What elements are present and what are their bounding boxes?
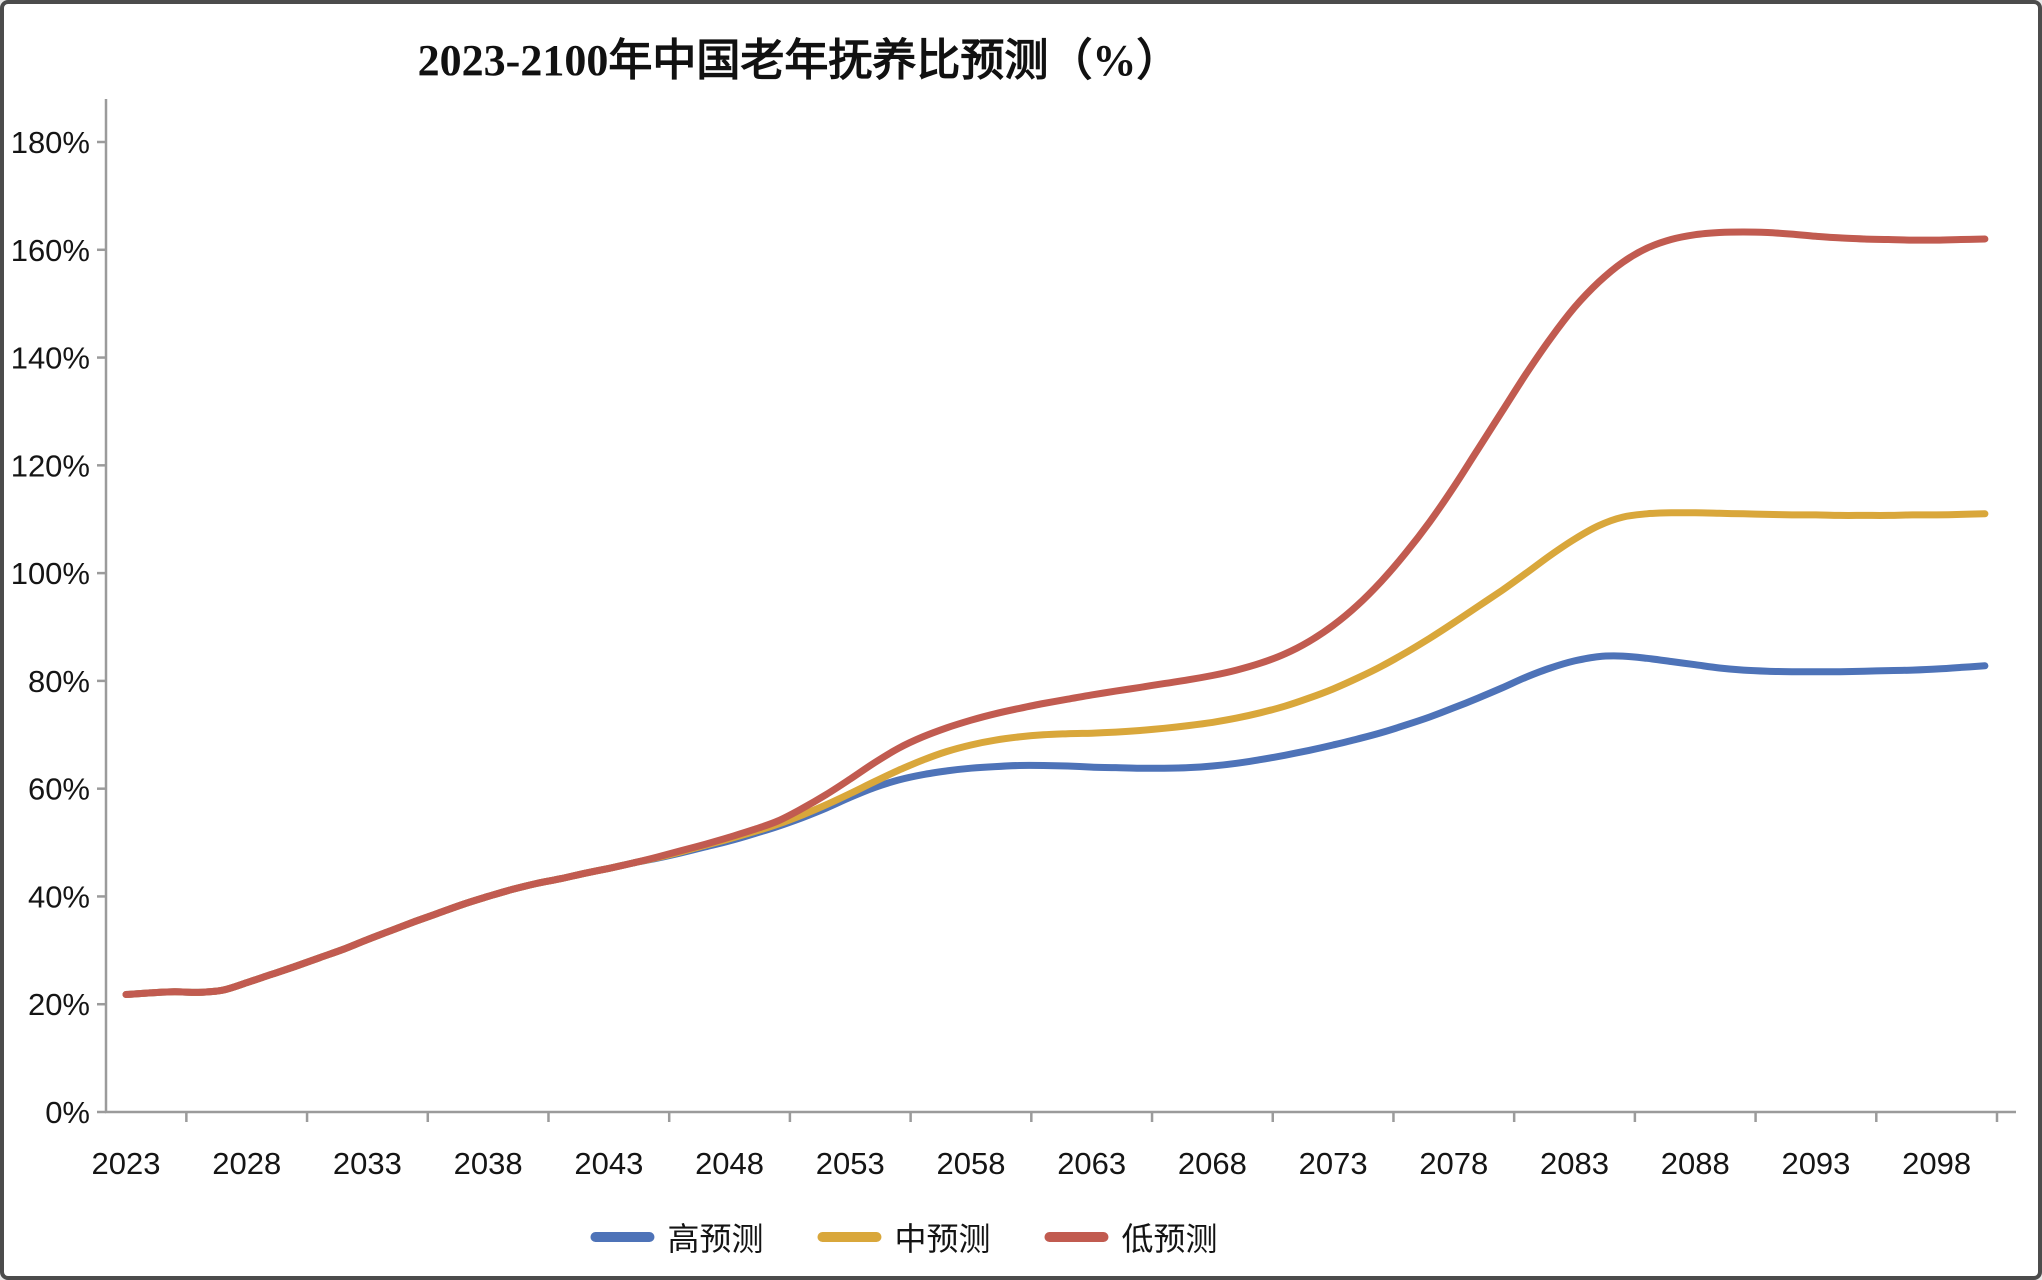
x-axis-label: 2078: [1419, 1146, 1488, 1181]
x-axis-label: 2083: [1540, 1146, 1609, 1181]
y-axis-label: 60%: [28, 772, 90, 807]
x-axis-label: 2023: [92, 1146, 161, 1181]
x-axis-label: 2058: [936, 1146, 1005, 1181]
x-axis-label: 2068: [1178, 1146, 1247, 1181]
x-axis-label: 2088: [1661, 1146, 1730, 1181]
series-line-high-forecast: [122, 652, 1989, 999]
x-axis-label: 2043: [574, 1146, 643, 1181]
x-axis-label: 2063: [1057, 1146, 1126, 1181]
legend-item-low-forecast: 低预测: [1044, 1214, 1218, 1260]
x-axis-label: 2028: [212, 1146, 281, 1181]
legend-label-low-forecast: 低预测: [1121, 1221, 1218, 1257]
x-axis-label: 2098: [1902, 1146, 1971, 1181]
y-axis-label: 140%: [11, 341, 90, 376]
y-axis-label: 100%: [11, 556, 90, 591]
legend-item-high-forecast: 高预测: [590, 1214, 763, 1260]
chart-legend: 高预测 中预测 低预测: [590, 1214, 1218, 1260]
y-axis-label: 80%: [28, 664, 90, 699]
legend-swatch-low-forecast: [1044, 1232, 1109, 1242]
legend-swatch-mid-forecast: [817, 1232, 882, 1242]
legend-label-high-forecast: 高预测: [667, 1221, 764, 1257]
series-line-low-forecast: [122, 228, 1989, 999]
legend-label-mid-forecast: 中预测: [894, 1221, 991, 1257]
x-axis-label: 2048: [695, 1146, 764, 1181]
line-chart-plot-area: 0% 20% 40% 60% 80% 100% 120% 140% 160% 180% 2023 20…: [11, 99, 2016, 1181]
y-axis-label: 40%: [28, 879, 90, 914]
y-axis-label: 0%: [45, 1095, 90, 1130]
x-axis-label: 2093: [1781, 1146, 1850, 1181]
chart-title: 2023-2100年中国老年抚养比预测（%）: [417, 36, 1181, 85]
legend-item-mid-forecast: 中预测: [817, 1214, 991, 1260]
legend-swatch-high-forecast: [590, 1232, 655, 1242]
x-axis-label: 2073: [1299, 1146, 1368, 1181]
x-axis-label: 2053: [816, 1146, 885, 1181]
x-axis-label: 2033: [333, 1146, 402, 1181]
y-axis-label: 180%: [11, 125, 90, 160]
y-axis-label: 120%: [11, 448, 90, 483]
y-axis-label: 160%: [11, 233, 90, 268]
y-axis-label: 20%: [28, 987, 90, 1022]
x-axis-label: 2038: [454, 1146, 523, 1181]
